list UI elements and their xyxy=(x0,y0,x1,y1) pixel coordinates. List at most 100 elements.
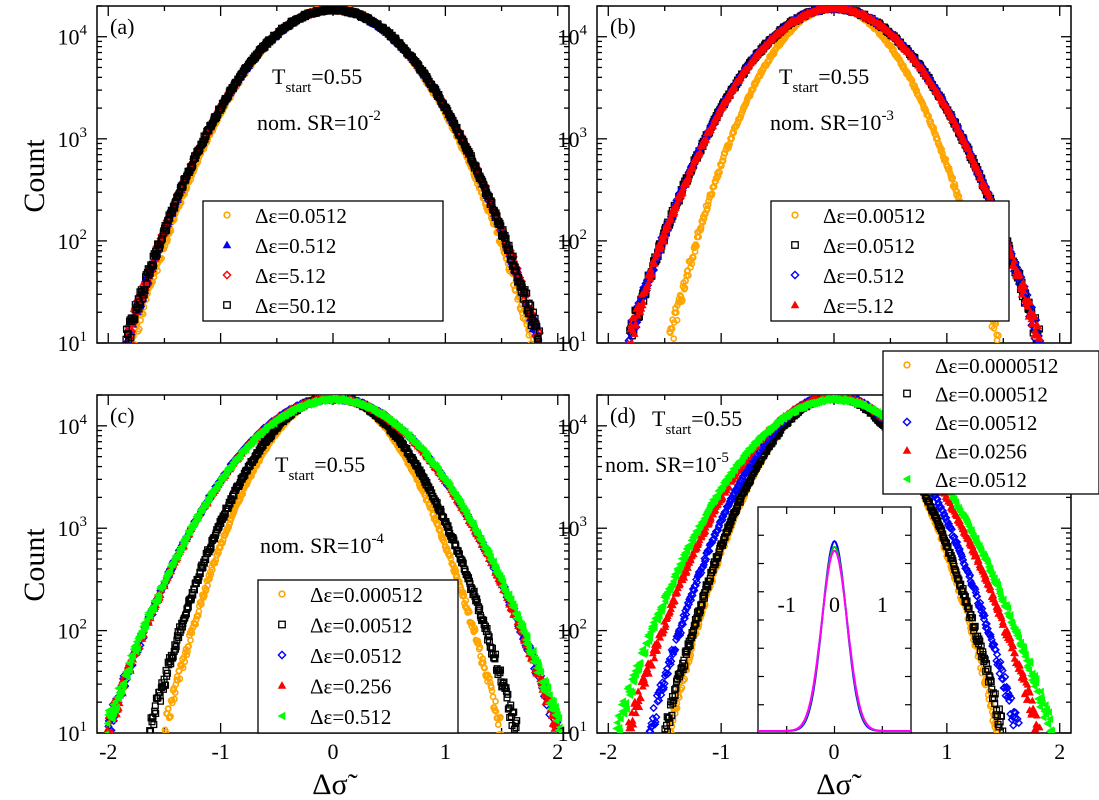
data-point xyxy=(648,270,657,278)
legend-label: Δε=0.0512 xyxy=(255,204,347,228)
data-point xyxy=(535,327,544,335)
y-tick-label: 103 xyxy=(58,125,88,152)
panel-label: (b) xyxy=(610,14,636,39)
legend-label: Δε=50.12 xyxy=(255,294,336,318)
data-point xyxy=(488,199,496,207)
SR-exponent: -2 xyxy=(368,108,381,124)
data-point xyxy=(148,262,156,271)
data-point xyxy=(140,291,148,299)
data-point xyxy=(657,243,666,251)
temperature-annotation: Tstart=0.55 xyxy=(779,64,869,96)
legend-marker xyxy=(223,211,231,219)
data-point xyxy=(672,309,680,316)
data-point xyxy=(930,124,938,132)
legend-marker xyxy=(790,300,800,309)
data-point xyxy=(1015,270,1024,278)
x-axis-label-right: Δσ̃ xyxy=(816,768,861,800)
data-point xyxy=(712,177,719,185)
plot-area xyxy=(122,6,544,355)
legend-box xyxy=(770,200,1010,322)
data-point xyxy=(509,252,517,260)
y-tick-exponent: 4 xyxy=(80,23,88,39)
T-value: =0.55 xyxy=(311,64,362,89)
data-point xyxy=(212,115,220,123)
data-point xyxy=(670,335,678,343)
data-point xyxy=(670,208,679,216)
y-tick-exponent: 4 xyxy=(580,23,588,39)
data-point xyxy=(638,301,647,309)
T-symbol: T xyxy=(779,64,793,89)
data-point xyxy=(123,322,133,331)
legend-label: Δε=0.512 xyxy=(255,234,336,258)
data-point xyxy=(705,197,712,205)
data-point xyxy=(224,93,232,101)
y-tick-label: 101 xyxy=(58,329,88,356)
x-axis-label-left: Δσ̃ xyxy=(312,768,357,800)
data-point xyxy=(502,234,510,242)
data-point xyxy=(505,241,513,249)
data-point xyxy=(949,174,957,182)
data-point xyxy=(491,213,499,221)
data-point xyxy=(1010,256,1019,264)
shear-rate-annotation: nom. SR=10-2 xyxy=(257,108,381,135)
legend-marker xyxy=(222,270,232,280)
SR-text: nom. SR=10 xyxy=(770,110,881,135)
data-point xyxy=(149,262,157,270)
data-point xyxy=(1026,298,1034,306)
data-point xyxy=(537,349,543,355)
data-point xyxy=(626,346,632,352)
data-point xyxy=(697,226,705,234)
data-point xyxy=(719,102,728,110)
data-point xyxy=(127,333,135,341)
data-point xyxy=(152,252,160,260)
data-point xyxy=(1028,320,1037,328)
T-symbol: T xyxy=(272,64,286,89)
data-point xyxy=(639,297,648,305)
data-point xyxy=(135,305,143,313)
data-point xyxy=(678,296,686,304)
data-point xyxy=(686,168,695,176)
data-point xyxy=(687,263,694,271)
legend-marker xyxy=(790,270,800,280)
y-tick-exponent: 1 xyxy=(80,329,88,345)
data-point xyxy=(688,260,696,267)
data-point xyxy=(626,345,632,351)
data-point xyxy=(627,345,633,351)
series-3 xyxy=(122,6,544,355)
data-point xyxy=(730,82,739,90)
data-point xyxy=(523,289,531,297)
data-point xyxy=(908,77,916,84)
shear-rate-annotation: nom. SR=10-3 xyxy=(770,108,894,135)
data-point xyxy=(525,299,533,307)
legend-marker xyxy=(791,241,799,249)
y-tick-label: 104 xyxy=(58,23,88,50)
data-point xyxy=(684,172,693,180)
data-point xyxy=(163,221,171,229)
data-point xyxy=(685,272,692,279)
data-point xyxy=(672,201,681,209)
data-point xyxy=(701,210,709,218)
temperature-annotation: Tstart=0.55 xyxy=(272,64,362,96)
data-point xyxy=(673,316,681,324)
data-point xyxy=(1017,290,1026,298)
panel-label: (a) xyxy=(110,14,134,39)
data-point xyxy=(726,90,735,98)
data-point xyxy=(125,337,133,343)
panel-0: 101 102 103 104 (a) Tstart=0.55 nom. SR=10-2 Δε… xyxy=(58,5,570,356)
y-tick-label: 102 xyxy=(58,227,88,254)
y-tick-exponent: 1 xyxy=(580,329,588,345)
data-point xyxy=(129,314,137,322)
legend-marker xyxy=(222,240,232,249)
data-point xyxy=(719,157,727,165)
data-point xyxy=(964,145,973,153)
data-point xyxy=(630,329,639,337)
data-point xyxy=(704,205,711,213)
data-point xyxy=(1034,344,1040,350)
data-point xyxy=(646,274,655,282)
data-point xyxy=(1023,302,1032,310)
legend-box xyxy=(202,200,444,322)
data-point xyxy=(995,332,1002,339)
data-point xyxy=(527,301,535,309)
data-point xyxy=(702,135,711,143)
